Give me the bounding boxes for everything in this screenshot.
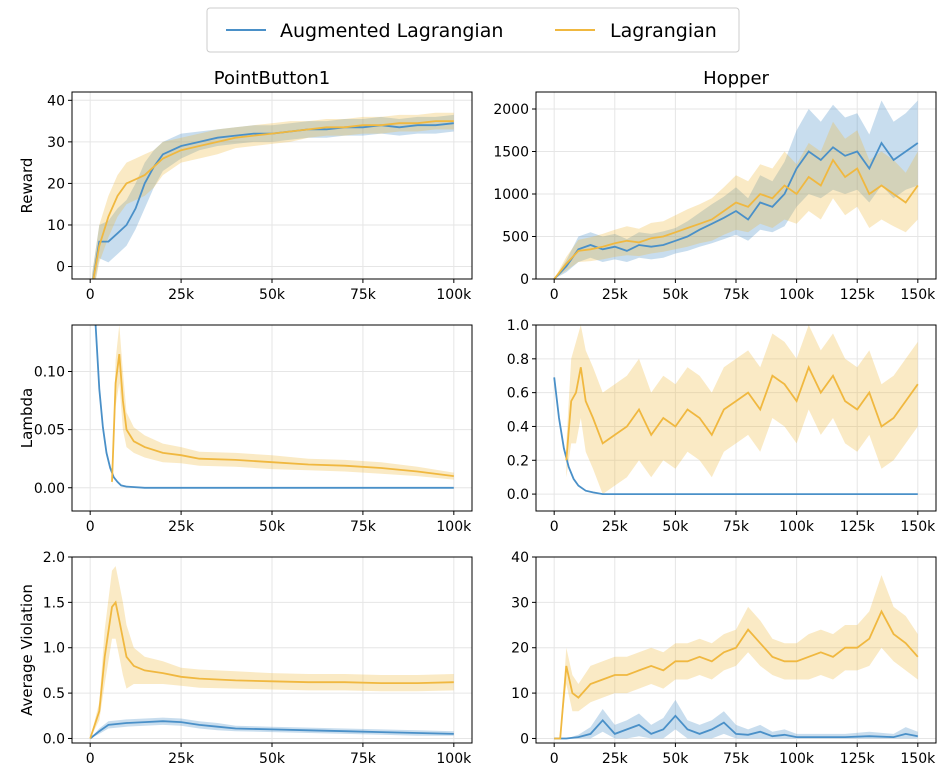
panel-hopper-violation: 0 25k 50k 75k 100k 125k 150k 0 10 20 30 40 (511, 550, 937, 767)
line-lagrangian (111, 353, 454, 482)
x-tick-label: 75k (350, 751, 377, 767)
x-tick-label: 25k (602, 751, 629, 767)
y-tick-label: 2000 (493, 102, 529, 118)
y-tick-label: 0.8 (507, 352, 529, 368)
y-tick-label: 1.5 (43, 595, 65, 611)
panel-pointbutton-lambda: 0 25k 50k 75k 100k 0.00 0.05 0.10 Lambda (18, 324, 473, 535)
line-augmented (554, 714, 918, 740)
panel-hopper-lambda: 0 25k 50k 75k 100k 125k 150k 0.0 0.2 0.4 0.6 0.8 1.0 (507, 318, 937, 535)
y-tick-label: 1500 (493, 145, 529, 161)
legend-frame (206, 7, 740, 53)
legend: Augmented Lagrangian Lagrangian (206, 7, 740, 53)
line-lagrangian (553, 158, 919, 279)
y-tick-label: 10 (47, 218, 65, 234)
x-tick-label: 125k (840, 287, 876, 303)
x-tick-label: 0 (86, 519, 95, 535)
line-augmented (89, 720, 454, 740)
panel-hopper-reward: 0 25k 50k 75k 100k 125k 150k 0 500 1000 1500 2000 Ho… (493, 68, 937, 303)
x-tick-label: 125k (840, 751, 876, 767)
x-tick-label: 125k (840, 519, 876, 535)
x-tick-label: 100k (436, 519, 472, 535)
x-tick-label: 25k (168, 519, 195, 535)
x-tick-label: 100k (779, 751, 815, 767)
band-augmented (554, 100, 918, 279)
x-tick-label: 50k (259, 519, 286, 535)
y-tick-label: 0.2 (507, 453, 529, 469)
y-tick-label: 1000 (493, 187, 529, 203)
line-augmented (92, 122, 454, 279)
x-tick-label: 0 (550, 287, 559, 303)
line-augmented (94, 325, 454, 489)
y-axis-label: Reward (18, 158, 36, 214)
x-tick-label: 50k (662, 519, 689, 535)
line-lagrangian (92, 120, 454, 279)
x-tick-label: 100k (436, 287, 472, 303)
x-tick-label: 150k (900, 751, 936, 767)
chart-title: Hopper (703, 68, 769, 89)
x-tick-label: 0 (86, 751, 95, 767)
y-tick-label: 0.00 (34, 481, 65, 497)
x-tick-label: 50k (662, 287, 689, 303)
line-augmented (553, 141, 919, 279)
y-tick-label: 20 (47, 176, 65, 192)
y-tick-label: 1.0 (507, 318, 529, 334)
panel-pointbutton-violation: 0 25k 50k 75k 100k 0.0 0.5 1.0 1.5 2.0 Average Vio… (18, 550, 473, 767)
x-tick-label: 150k (900, 519, 936, 535)
x-tick-label: 0 (86, 287, 95, 303)
y-tick-label: 40 (47, 93, 65, 109)
line-lagrangian (89, 600, 454, 739)
x-tick-label: 75k (350, 519, 377, 535)
y-tick-label: 0 (520, 272, 529, 288)
y-tick-label: 30 (511, 595, 529, 611)
line-lagrangian (554, 609, 919, 740)
y-tick-label: 0.5 (43, 686, 65, 702)
x-tick-label: 150k (900, 287, 936, 303)
band-lagrangian (566, 325, 918, 495)
y-tick-label: 0.6 (507, 386, 529, 402)
y-tick-label: 40 (511, 550, 529, 566)
x-tick-label: 25k (602, 287, 629, 303)
y-tick-label: 0.0 (43, 731, 65, 747)
y-tick-label: 0.10 (34, 365, 65, 381)
x-tick-label: 0 (550, 751, 559, 767)
y-tick-label: 0 (520, 731, 529, 747)
y-tick-label: 2.0 (43, 550, 65, 566)
x-tick-label: 75k (723, 751, 750, 767)
panel-pointbutton-reward: 0 25k 50k 75k 100k 0 10 20 30 40 PointButton1 Rewar… (18, 68, 473, 303)
y-tick-label: 10 (511, 686, 529, 702)
y-tick-label: 0.0 (507, 487, 529, 503)
x-tick-label: 75k (723, 287, 750, 303)
y-tick-label: 1.0 (43, 641, 65, 657)
y-tick-label: 500 (502, 230, 529, 246)
x-tick-label: 25k (168, 751, 195, 767)
y-axis-label: Lambda (18, 388, 36, 448)
x-tick-label: 100k (779, 519, 815, 535)
y-tick-label: 0.4 (507, 419, 529, 435)
chart-title: PointButton1 (214, 68, 330, 89)
x-tick-label: 100k (779, 287, 815, 303)
x-tick-label: 50k (662, 751, 689, 767)
y-tick-label: 20 (511, 641, 529, 657)
x-tick-label: 75k (723, 519, 750, 535)
line-lagrangian (565, 364, 919, 461)
x-tick-label: 100k (436, 751, 472, 767)
x-tick-label: 25k (168, 287, 195, 303)
y-tick-label: 0.05 (34, 423, 65, 439)
band-lagrangian (92, 112, 454, 279)
band-augmented (92, 114, 454, 279)
y-axis-label: Average Violation (18, 584, 36, 716)
x-tick-label: 50k (259, 287, 286, 303)
x-tick-label: 75k (350, 287, 377, 303)
x-tick-label: 0 (550, 519, 559, 535)
legend-label-lagrangian: Lagrangian (610, 20, 717, 42)
y-tick-label: 0 (56, 260, 65, 276)
x-tick-label: 25k (602, 519, 629, 535)
y-tick-label: 30 (47, 135, 65, 151)
band-lagrangian (554, 575, 918, 739)
x-tick-label: 50k (259, 751, 286, 767)
legend-label-augmented: Augmented Lagrangian (280, 20, 503, 42)
line-augmented (553, 377, 918, 496)
